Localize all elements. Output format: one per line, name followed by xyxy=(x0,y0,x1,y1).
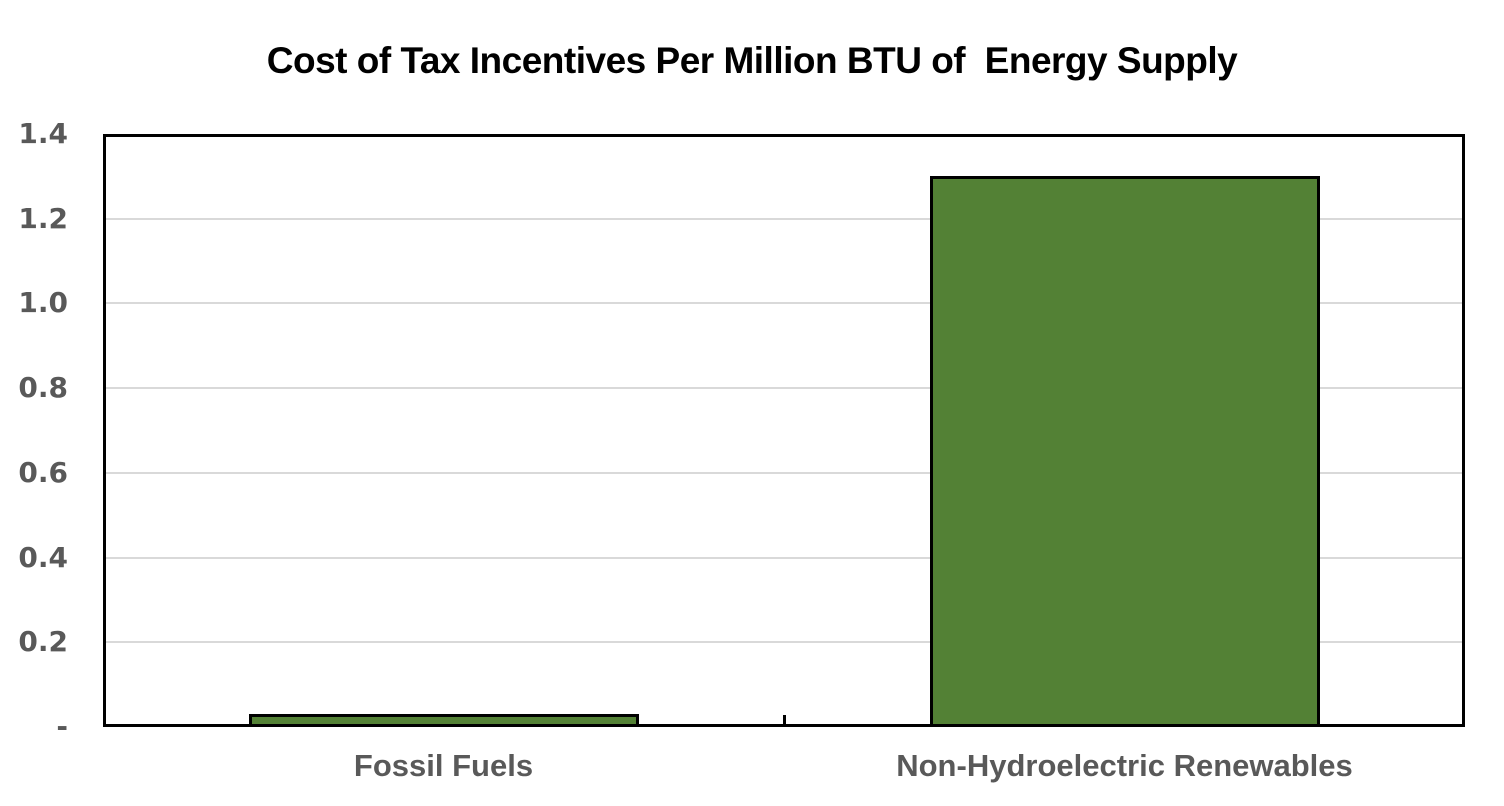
gridline-0.2 xyxy=(106,641,1462,644)
gridline-1.2 xyxy=(106,217,1462,220)
y-tick-label-1.2: 1.2 xyxy=(18,201,68,235)
x-axis-category-tick xyxy=(783,715,786,724)
y-tick-label-0.8: 0.8 xyxy=(18,371,68,405)
y-tick-label-1.4: 1.4 xyxy=(18,117,68,150)
bar-non-hydroelectric-renewables xyxy=(929,176,1320,727)
gridline-0.4 xyxy=(106,556,1462,559)
gridline-0.6 xyxy=(106,471,1462,474)
gridline-1.0 xyxy=(106,302,1462,305)
x-category-label-fossil-fuels: Fossil Fuels xyxy=(353,748,534,783)
y-tick-label-0.2: 0.2 xyxy=(18,625,68,659)
chart-title: Cost of Tax Incentives Per Million BTU o… xyxy=(266,40,1238,81)
y-tick-label--: - xyxy=(56,710,68,743)
y-tick-label-1.0: 1.0 xyxy=(18,286,68,320)
gridline-0.8 xyxy=(106,387,1462,390)
y-tick-label-0.4: 0.4 xyxy=(18,540,68,574)
x-category-label-non-hydroelectric-renewables: Non-Hydroelectric Renewables xyxy=(896,748,1353,783)
y-tick-label-0.6: 0.6 xyxy=(18,455,68,489)
bar-fossil-fuels xyxy=(248,714,639,727)
